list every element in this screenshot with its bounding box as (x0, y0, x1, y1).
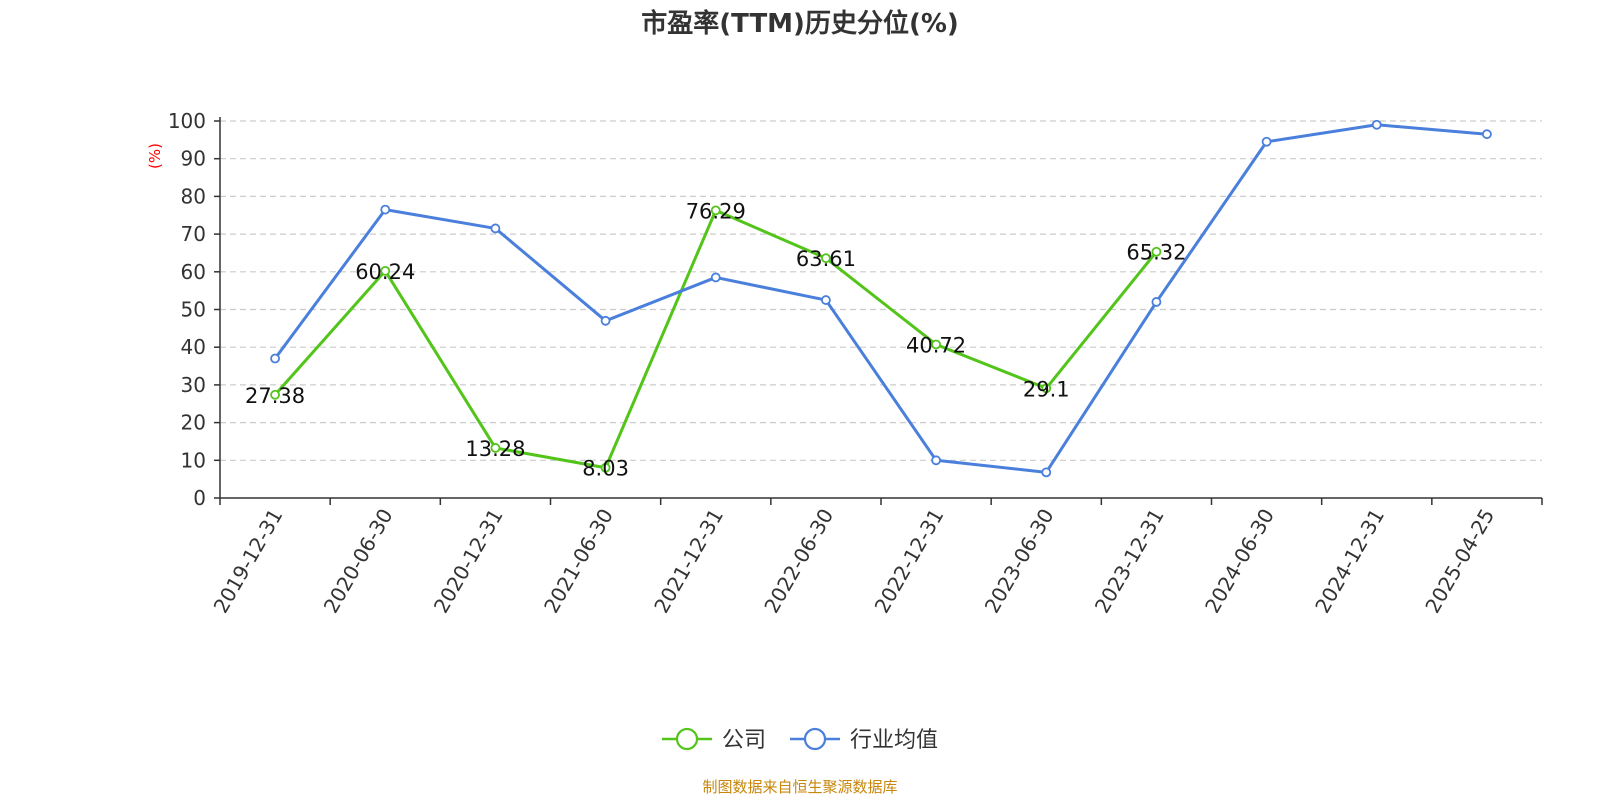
y-tick-label: 40 (181, 335, 206, 359)
company-data-point (710, 205, 721, 216)
y-tick-label: 20 (181, 411, 206, 435)
x-tick-label: 2023-12-31 (1090, 505, 1169, 618)
y-tick-label: 70 (181, 222, 206, 246)
legend-company-marker (675, 727, 699, 751)
y-tick-label: 30 (181, 373, 206, 397)
company-data-point (490, 443, 501, 453)
grid-lines (220, 120, 1542, 461)
x-tick-label: 2022-06-30 (759, 505, 838, 618)
y-tick-label: 100 (168, 109, 206, 133)
x-tick-label: 2023-06-30 (980, 505, 1059, 618)
y-tick-label: 10 (181, 448, 206, 472)
company-data-point (380, 265, 391, 276)
industry-avg-series-line (273, 123, 1488, 474)
data-label: 27.38 (245, 384, 305, 408)
x-tick-label: 2021-12-31 (649, 505, 728, 618)
x-tick-label: 2020-12-31 (429, 505, 508, 618)
legend-company-label: 公司 (722, 728, 766, 753)
industry-avg-data-point (380, 204, 391, 215)
industry-avg-data-point (821, 295, 831, 305)
data-label: 63.61 (796, 247, 856, 271)
data-label: 29.1 (1023, 377, 1070, 401)
industry-avg-data-point (1371, 119, 1382, 130)
x-tick-label: 2021-06-30 (539, 505, 618, 618)
data-label: 76.29 (686, 199, 746, 223)
company-series-line (273, 208, 1158, 470)
company-data-point (600, 462, 611, 473)
company-data-point (1041, 383, 1052, 394)
data-label: 65.32 (1126, 241, 1186, 265)
data-label: 13.28 (465, 437, 525, 461)
x-tick-label: 2025-04-25 (1420, 505, 1499, 618)
x-tick-label: 2022-12-31 (870, 505, 949, 618)
y-tick-label: 60 (181, 260, 206, 284)
industry-avg-data-point (1041, 467, 1052, 478)
chart-title: 市盈率(TTM)历史分位(%) (641, 8, 959, 39)
industry-avg-data-point (600, 315, 611, 326)
industry-avg-data-point (1482, 129, 1492, 140)
data-label: 60.24 (355, 260, 415, 284)
legend-industry-label: 行业均值 (850, 728, 938, 753)
x-tick-label: 2019-12-31 (209, 505, 288, 618)
axes: 0 10 20 30 40 50 60 70 80 90 100 2019-12-31 2020-06-… (168, 109, 1543, 618)
x-tick-label: 2020-06-30 (319, 505, 398, 618)
industry-avg-data-point (710, 272, 721, 283)
data-label: 40.72 (906, 333, 966, 357)
industry-avg-data-point (931, 455, 941, 466)
series-lines (270, 119, 1492, 478)
data-labels: 27.38 60.24 13.28 8.03 76.29 63.61 40.72 29.1 65… (245, 199, 1186, 480)
industry-avg-data-point (1261, 136, 1272, 147)
x-tick-label: 2024-12-31 (1310, 505, 1389, 618)
y-tick-label: 80 (181, 184, 206, 208)
y-tick-label: 0 (193, 486, 206, 510)
company-data-point (931, 339, 941, 350)
y-axis-label: (%) (146, 143, 164, 169)
legend[interactable]: 公司 行业均值 (662, 727, 938, 753)
legend-industry-marker (803, 727, 827, 751)
industry-avg-data-point (490, 223, 501, 234)
data-label: 8.03 (582, 457, 629, 481)
company-data-point (1151, 246, 1162, 257)
y-tick-label: 50 (181, 298, 206, 322)
company-data-point (821, 253, 831, 264)
x-tick-label: 2024-06-30 (1200, 505, 1279, 618)
y-tick-label: 90 (181, 147, 206, 171)
data-source-note: 制图数据来自恒生聚源数据库 (702, 778, 897, 796)
industry-avg-data-point (270, 353, 280, 364)
company-data-point (270, 389, 280, 400)
industry-avg-data-point (1151, 297, 1162, 307)
